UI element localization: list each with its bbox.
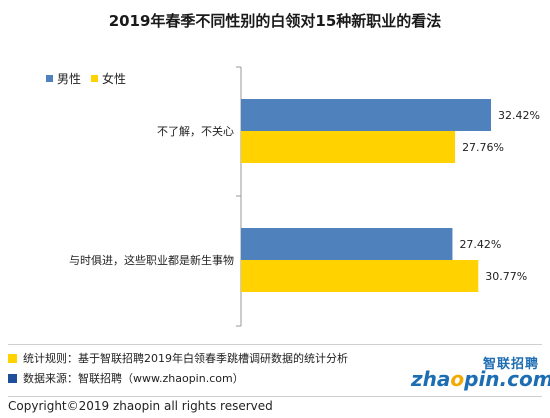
legend-swatch-male: [46, 75, 53, 82]
note-source: 数据来源：智联招聘（www.zhaopin.com）: [8, 370, 244, 386]
note-rule-text: 统计规则：基于智联招聘2019年白领春季跳槽调研数据的统计分析: [23, 352, 348, 365]
footer-divider: [8, 344, 542, 345]
logo-en-a: zha: [411, 367, 451, 391]
bar-0-0: [241, 99, 491, 131]
note-rule: 统计规则：基于智联招聘2019年白领春季跳槽调研数据的统计分析: [8, 350, 348, 366]
legend-label-female: 女性: [102, 72, 127, 86]
data-label-1-1: 30.77%: [485, 270, 527, 283]
note-rule-marker: [8, 353, 17, 363]
legend-item-female: 女性: [91, 70, 126, 87]
legend-swatch-female: [91, 75, 99, 82]
note-source-text: 数据来源：智联招聘（www.zhaopin.com）: [23, 372, 244, 385]
data-label-0-0: 32.42%: [498, 109, 540, 122]
chart-title: 2019年春季不同性别的白领对15种新职业的看法: [108, 12, 442, 30]
copyright-text: Copyright©2019 zhaopin all rights reserv…: [8, 396, 542, 418]
logo-en-b: pin.com: [464, 367, 550, 391]
bar-1-0: [241, 131, 456, 163]
bar-0-1: [241, 228, 453, 260]
note-source-marker: [8, 373, 17, 383]
chart-legend: 男性 女性: [46, 70, 136, 87]
category-label-0: 不了解，不关心: [157, 124, 234, 138]
data-label-1-0: 27.76%: [462, 141, 504, 154]
legend-label-male: 男性: [57, 72, 82, 86]
data-label-0-1: 27.42%: [459, 238, 501, 251]
zhaopin-logo: 智联招聘 zhaopin.com: [411, 353, 550, 393]
bar-chart: 不了解，不关心 32.42% 27.76% 与时俱进，这些职业都是新生事物 27.42%…: [69, 66, 540, 327]
category-label-1: 与时俱进，这些职业都是新生事物: [69, 253, 234, 267]
bar-1-1: [241, 260, 479, 292]
logo-en-text: zhaopin.com: [411, 367, 550, 391]
logo-en-o: o: [450, 367, 465, 391]
logo-cn-text: 智联招聘: [482, 357, 539, 372]
legend-item-male: 男性: [46, 70, 81, 87]
